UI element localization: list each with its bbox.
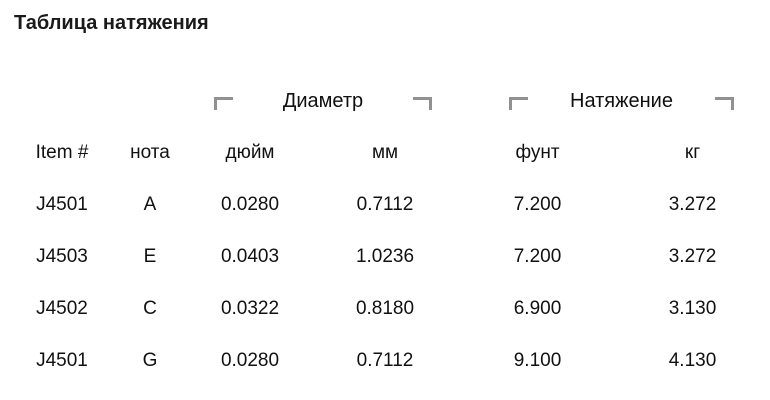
cell-kg: 3.272 (668, 246, 717, 267)
column-header-pound: фунт (515, 142, 560, 163)
cell-pound: 7.200 (513, 246, 562, 267)
cell-kg: 4.130 (668, 350, 717, 371)
group-header-spacer (14, 75, 190, 127)
cell-item: J4501 (36, 350, 88, 371)
column-header-item: Item # (35, 142, 89, 163)
group-diameter-wrap: Диаметр (190, 90, 460, 113)
cell-mm: 0.8180 (355, 298, 415, 319)
cell-item: J4503 (36, 246, 88, 267)
cell-kg: 3.130 (668, 298, 717, 319)
column-header-mm: мм (371, 142, 399, 163)
page: Таблица натяжения Диаметр (0, 10, 770, 400)
column-header-inch: дюйм (225, 142, 275, 163)
corner-top-left-icon (509, 96, 528, 110)
cell-inch: 0.0403 (220, 246, 280, 267)
cell-kg: 3.272 (668, 194, 717, 215)
page-title: Таблица натяжения (14, 12, 209, 34)
cell-item: J4502 (36, 298, 88, 319)
group-tension-wrap: Натяжение (460, 90, 770, 113)
cell-note: G (142, 350, 158, 371)
table-row: J4502 C 0.0322 0.8180 6.900 3.130 (14, 283, 770, 335)
group-header-tension: Натяжение (460, 75, 770, 127)
cell-mm: 0.7112 (356, 194, 414, 215)
corner-top-right-icon (413, 96, 432, 110)
cell-item: J4501 (36, 194, 88, 215)
cell-pound: 7.200 (513, 194, 562, 215)
group-label-diameter: Диаметр (282, 89, 364, 112)
cell-inch: 0.0322 (220, 298, 280, 319)
table-row: J4501 A 0.0280 0.7112 7.200 3.272 (14, 179, 770, 231)
cell-inch: 0.0280 (220, 194, 280, 215)
cell-mm: 0.7112 (356, 350, 414, 371)
table-row: J4503 E 0.0403 1.0236 7.200 3.272 (14, 231, 770, 283)
cell-note: A (143, 194, 157, 215)
group-header-row: Диаметр Натяжение (14, 75, 770, 127)
group-header-diameter: Диаметр (190, 75, 460, 127)
cell-mm: 1.0236 (355, 246, 415, 267)
column-header-note: нота (130, 142, 170, 163)
cell-note: C (143, 298, 157, 319)
cell-pound: 6.900 (513, 298, 562, 319)
group-label-tension: Натяжение (570, 89, 673, 112)
cell-pound: 9.100 (513, 350, 562, 371)
column-header-kg: кг (684, 142, 701, 163)
cell-inch: 0.0280 (220, 350, 280, 371)
table-row: J4501 G 0.0280 0.7112 9.100 4.130 (14, 335, 770, 387)
column-header-row: Item # нота дюйм мм фунт кг (14, 127, 770, 179)
cell-note: E (143, 246, 157, 267)
corner-top-left-icon (214, 96, 233, 110)
tension-table: Диаметр Натяжение Item # нота дюйм мм (14, 75, 770, 387)
corner-top-right-icon (715, 96, 734, 110)
